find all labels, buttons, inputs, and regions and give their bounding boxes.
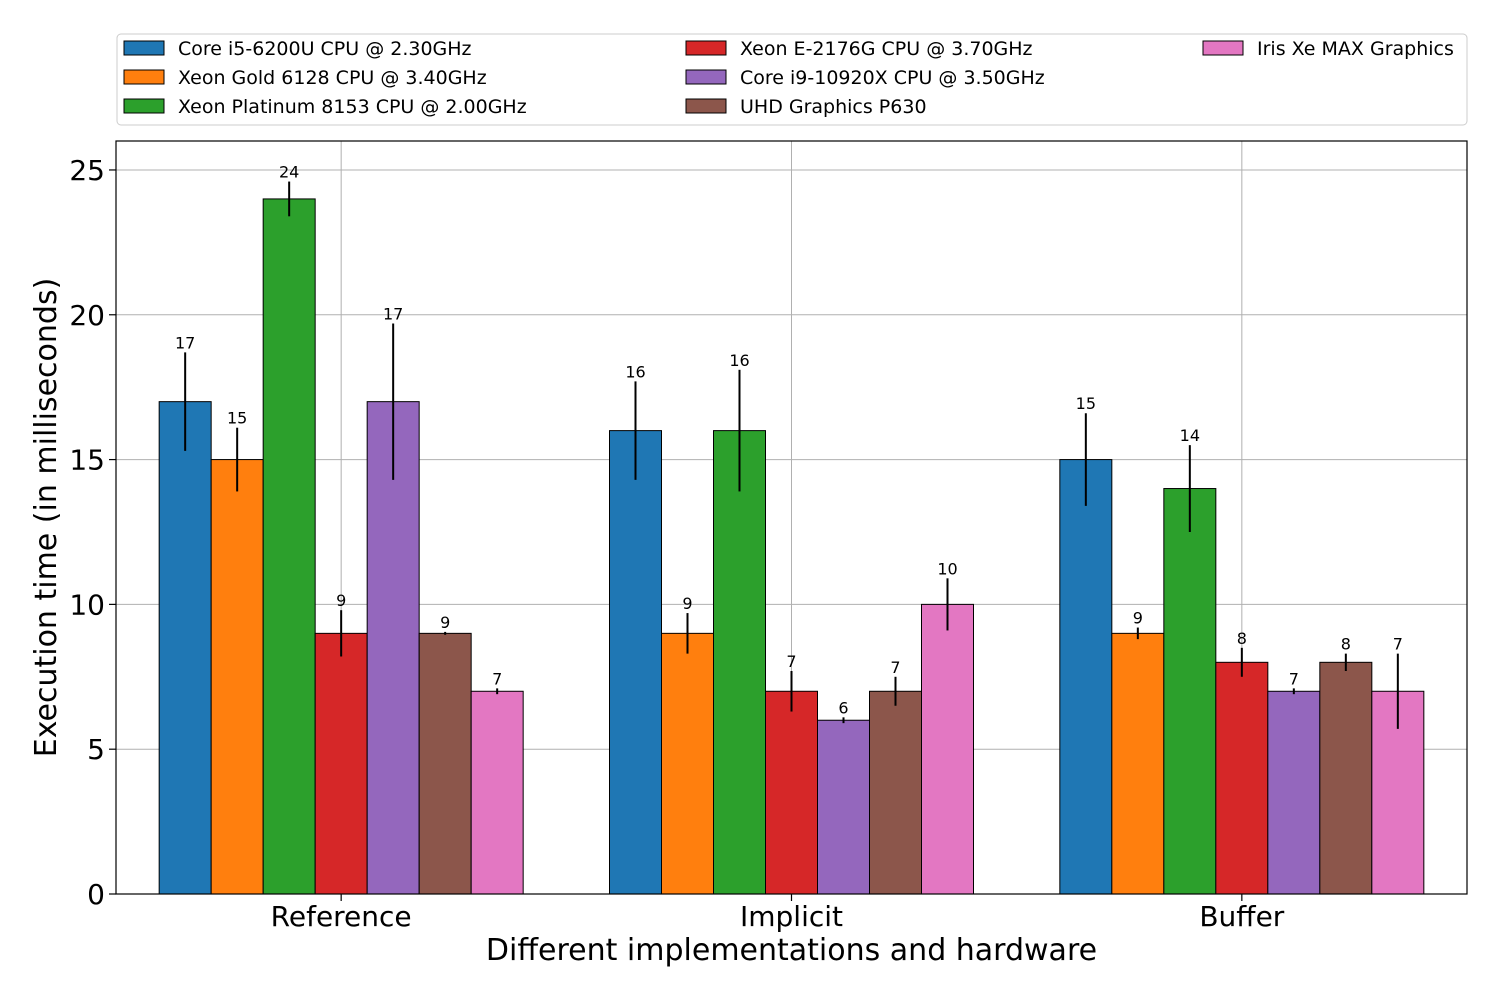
bar [765, 690, 818, 895]
y-tick-label: 15 [69, 444, 105, 477]
y-tick-label: 10 [69, 588, 105, 621]
data-label: 15 [1076, 394, 1096, 413]
legend-label: Iris Xe MAX Graphics [1257, 38, 1454, 60]
legend-label: Core i9-10920X CPU @ 3.50GHz [740, 67, 1045, 89]
legend-swatch [1202, 40, 1244, 56]
series-3: 9 7 8 [314, 591, 1269, 895]
data-label: 17 [383, 304, 403, 323]
bar [470, 690, 524, 895]
legend-item: Xeon E-2176G CPU @ 3.70GHz [685, 38, 1033, 60]
data-label: 15 [227, 409, 247, 428]
y-axis-ticks: 0 5 10 15 20 25 [69, 154, 116, 911]
legend-label: Xeon E-2176G CPU @ 3.70GHz [740, 38, 1033, 60]
data-label: 9 [336, 591, 346, 610]
bar [158, 401, 212, 895]
legend-swatch [685, 69, 727, 85]
series-6: 7 10 7 [470, 559, 1425, 895]
bar [869, 690, 922, 895]
x-axis-ticks: Reference Implicit Buffer [271, 894, 1285, 933]
bar [1319, 661, 1373, 895]
data-label: 9 [1133, 609, 1143, 628]
data-label: 7 [1393, 635, 1403, 654]
data-label: 9 [440, 613, 450, 632]
data-label: 7 [890, 658, 900, 677]
y-axis-label: Execution time (in milliseconds) [29, 278, 64, 758]
data-label: 7 [786, 652, 796, 671]
data-label: 10 [937, 559, 957, 578]
legend-label: Core i5-6200U CPU @ 2.30GHz [178, 38, 472, 60]
bar [1215, 661, 1269, 895]
legend-label: Xeon Platinum 8153 CPU @ 2.00GHz [178, 96, 527, 118]
y-tick-label: 5 [87, 733, 105, 766]
legend: Core i5-6200U CPU @ 2.30GHz Xeon Gold 612… [116, 33, 1468, 126]
bar [1059, 459, 1113, 895]
bar [1111, 632, 1165, 895]
data-label: 6 [838, 698, 848, 717]
bar [262, 198, 316, 895]
legend-swatch [685, 40, 727, 56]
bar [817, 719, 870, 895]
legend-swatch [123, 98, 165, 114]
y-tick-label: 20 [69, 299, 105, 332]
data-label: 16 [729, 351, 749, 370]
bar [921, 603, 974, 895]
data-label: 14 [1180, 426, 1200, 445]
legend-item: Core i5-6200U CPU @ 2.30GHz [123, 38, 472, 60]
legend-item: Xeon Platinum 8153 CPU @ 2.00GHz [123, 96, 527, 118]
data-label: 9 [682, 594, 692, 613]
data-label: 7 [492, 669, 502, 688]
legend-item: Core i9-10920X CPU @ 3.50GHz [685, 67, 1045, 89]
y-tick-label: 25 [69, 154, 105, 187]
legend-swatch [123, 40, 165, 56]
legend-label: UHD Graphics P630 [740, 96, 927, 118]
data-label: 17 [175, 333, 195, 352]
x-tick-label: Reference [271, 900, 412, 933]
series-0: 17 16 15 [158, 333, 1113, 895]
series-2: 24 16 14 [262, 163, 1217, 895]
bar [366, 401, 420, 895]
data-label: 16 [625, 362, 645, 381]
data-label: 24 [279, 163, 299, 182]
legend-item: Xeon Gold 6128 CPU @ 3.40GHz [123, 67, 487, 89]
data-label: 7 [1289, 669, 1299, 688]
bar [661, 632, 714, 895]
bar [418, 632, 472, 895]
bar [1163, 488, 1217, 895]
bar [210, 459, 264, 895]
bar [314, 632, 368, 895]
legend-swatch [123, 69, 165, 85]
bar [609, 430, 662, 895]
legend-swatch [685, 98, 727, 114]
legend-item: Iris Xe MAX Graphics [1202, 38, 1454, 60]
data-label: 8 [1341, 635, 1351, 654]
x-tick-label: Buffer [1199, 900, 1284, 933]
legend-label: Xeon Gold 6128 CPU @ 3.40GHz [178, 67, 487, 89]
data-label: 8 [1237, 629, 1247, 648]
bar [1267, 690, 1321, 895]
x-axis-label: Different implementations and hardware [486, 933, 1097, 968]
legend-box [116, 33, 1468, 126]
bar [713, 430, 766, 895]
x-tick-label: Implicit [740, 900, 843, 933]
y-tick-label: 0 [87, 878, 105, 911]
legend-item: UHD Graphics P630 [685, 96, 927, 118]
